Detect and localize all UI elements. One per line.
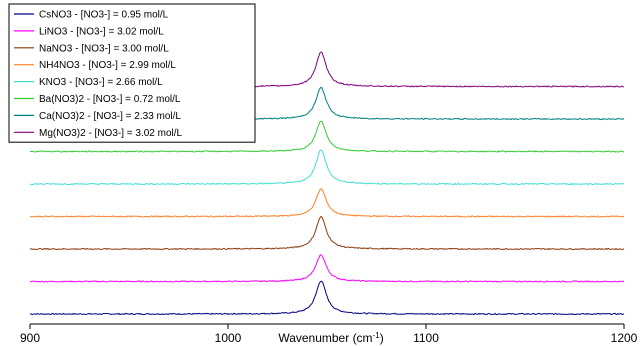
series-line (29, 215, 625, 251)
x-axis-title-sup: -1 (373, 331, 381, 340)
legend-label: KNO3 - [NO3-] = 2.66 mol/L (39, 77, 163, 88)
x-axis-title: Wavenumber (cm-1) (278, 331, 383, 346)
series-line (29, 120, 625, 153)
x-ticks-group: 900 1000 1100 1200 (20, 324, 638, 345)
x-tick-label: 1200 (611, 331, 638, 345)
legend-label: NaNO3 - [NO3-] = 3.00 mol/L (39, 43, 169, 54)
x-tick-label: 900 (20, 331, 40, 345)
series-line (29, 149, 625, 186)
legend-label: NH4NO3 - [NO3-] = 2.99 mol/L (39, 60, 176, 71)
legend-label: LiNO3 - [NO3-] = 3.02 mol/L (39, 26, 164, 37)
x-axis-title-close: ) (380, 331, 384, 345)
legend-frame (8, 3, 256, 143)
legend: CsNO3 - [NO3-] = 0.95 mol/L LiNO3 - [NO3-… (8, 3, 256, 143)
legend-label: CsNO3 - [NO3-] = 0.95 mol/L (39, 10, 169, 21)
legend-label: Mg(NO3)2 - [NO3-] = 3.02 mol/L (39, 128, 183, 139)
legend-label: Ba(NO3)2 - [NO3-] = 0.72 mol/L (39, 94, 181, 105)
x-tick-label: 1100 (413, 331, 439, 345)
series-line (29, 253, 625, 283)
x-axis-title-main: Wavenumber (cm (278, 331, 372, 345)
series-line (29, 188, 625, 218)
series-line (29, 280, 625, 316)
legend-label: Ca(NO3)2 - [NO3-] = 2.33 mol/L (39, 111, 181, 122)
x-tick-label: 1000 (215, 331, 242, 345)
